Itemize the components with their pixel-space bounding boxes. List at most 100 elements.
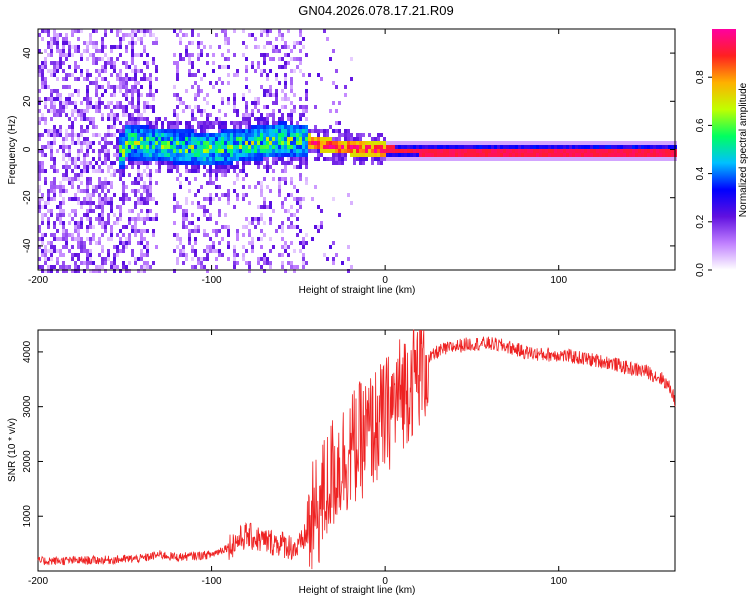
spectrogram-cell: [272, 145, 275, 149]
spectrogram-cell: [38, 229, 41, 233]
spectrogram-cell: [89, 261, 92, 265]
spectrogram-cell: [62, 221, 65, 225]
spectrogram-cell: [50, 69, 53, 73]
spectrogram-cell: [77, 49, 80, 53]
spectrogram-cell: [140, 125, 143, 129]
spectrogram-cell: [62, 173, 65, 177]
spectrogram-cell: [59, 109, 62, 113]
spectrogram-cell: [143, 73, 146, 77]
spectrogram-cell: [296, 217, 299, 221]
spectrogram-cell: [209, 173, 212, 177]
spectrogram-cell: [323, 149, 326, 153]
spectrogram-cell: [62, 49, 65, 53]
spectrogram-cell: [392, 157, 395, 161]
spectrogram-cell: [53, 165, 56, 169]
spectrogram-cell: [203, 257, 206, 261]
spectrogram-cell: [206, 129, 209, 133]
spectrogram-cell: [182, 129, 185, 133]
spectrogram-cell: [290, 241, 293, 245]
spectrogram-cell: [38, 209, 41, 213]
spectrogram-cell: [110, 165, 113, 169]
spectrogram-cell: [56, 217, 59, 221]
spectrogram-cell: [269, 113, 272, 117]
spectrogram-cell: [104, 257, 107, 261]
spectrogram-cell: [107, 257, 110, 261]
spectrogram-cell: [38, 173, 41, 177]
spectrogram-cell: [257, 61, 260, 65]
spectrogram-cell: [110, 49, 113, 53]
spectrogram-cell: [302, 129, 305, 133]
spectrogram-cell: [116, 101, 119, 105]
spectrogram-cell: [86, 185, 89, 189]
spectrogram-cell: [350, 149, 353, 153]
spectrogram-cell: [221, 153, 224, 157]
spectrogram-cell: [116, 145, 119, 149]
spectrogram-cell: [266, 141, 269, 145]
spectrogram-cell: [134, 29, 137, 33]
spectrogram-cell: [125, 153, 128, 157]
spectrogram-cell: [278, 145, 281, 149]
spectrogram-cell: [146, 197, 149, 201]
spectrogram-cell: [344, 129, 347, 133]
spectrogram-cell: [203, 149, 206, 153]
spectrogram-cell: [89, 237, 92, 241]
spectrogram-cell: [266, 41, 269, 45]
spectrogram-cell: [266, 153, 269, 157]
spectrogram-cell: [650, 141, 653, 145]
spectrogram-cell: [413, 149, 416, 153]
spectrogram-cell: [230, 153, 233, 157]
spectrogram-cell: [524, 145, 527, 149]
spectrogram-cell: [410, 145, 413, 149]
spectrogram-cell: [191, 53, 194, 57]
y-tick-label: 4000: [22, 340, 33, 363]
spectrogram-cell: [281, 149, 284, 153]
spectrogram-cell: [650, 149, 653, 153]
spectrogram-cell: [446, 153, 449, 157]
spectrogram-cell: [113, 45, 116, 49]
spectrogram-cell: [134, 109, 137, 113]
spectrogram-cell: [266, 53, 269, 57]
spectrogram-cell: [146, 249, 149, 253]
spectrogram-cell: [101, 145, 104, 149]
spectrogram-cell: [254, 137, 257, 141]
spectrogram-cell: [581, 153, 584, 157]
spectrogram-cell: [176, 157, 179, 161]
spectrogram-cell: [260, 213, 263, 217]
spectrogram-cell: [227, 141, 230, 145]
spectrogram-cell: [155, 145, 158, 149]
spectrogram-cell: [140, 253, 143, 257]
spectrogram-cell: [353, 149, 356, 153]
spectrogram-cell: [260, 53, 263, 57]
spectrogram-cell: [503, 157, 506, 161]
spectrogram-cell: [206, 113, 209, 117]
spectrogram-cell: [332, 257, 335, 261]
spectrogram-cell: [74, 61, 77, 65]
spectrogram-cell: [86, 197, 89, 201]
spectrogram-cell: [608, 145, 611, 149]
spectrogram-cell: [110, 57, 113, 61]
spectrogram-cell: [161, 141, 164, 145]
spectrogram-cell: [107, 253, 110, 257]
spectrogram-cell: [149, 125, 152, 129]
spectrogram-cell: [98, 101, 101, 105]
spectrogram-cell: [191, 249, 194, 253]
spectrogram-cell: [653, 149, 656, 153]
spectrogram-cell: [227, 225, 230, 229]
spectrogram-cell: [395, 153, 398, 157]
spectrogram-cell: [47, 141, 50, 145]
spectrogram-cell: [92, 225, 95, 229]
spectrogram-cell: [242, 133, 245, 137]
spectrogram-cell: [107, 113, 110, 117]
spectrogram-cell: [323, 157, 326, 161]
spectrogram-cell: [182, 245, 185, 249]
spectrogram-cell: [659, 145, 662, 149]
spectrogram-cell: [65, 153, 68, 157]
spectrogram-cell: [440, 149, 443, 153]
spectrogram-cell: [164, 129, 167, 133]
spectrogram-cell: [44, 97, 47, 101]
spectrogram-cell: [134, 73, 137, 77]
spectrogram-cell: [38, 237, 41, 241]
spectrogram-cell: [332, 153, 335, 157]
spectrogram-cell: [146, 213, 149, 217]
spectrogram-cell: [131, 129, 134, 133]
